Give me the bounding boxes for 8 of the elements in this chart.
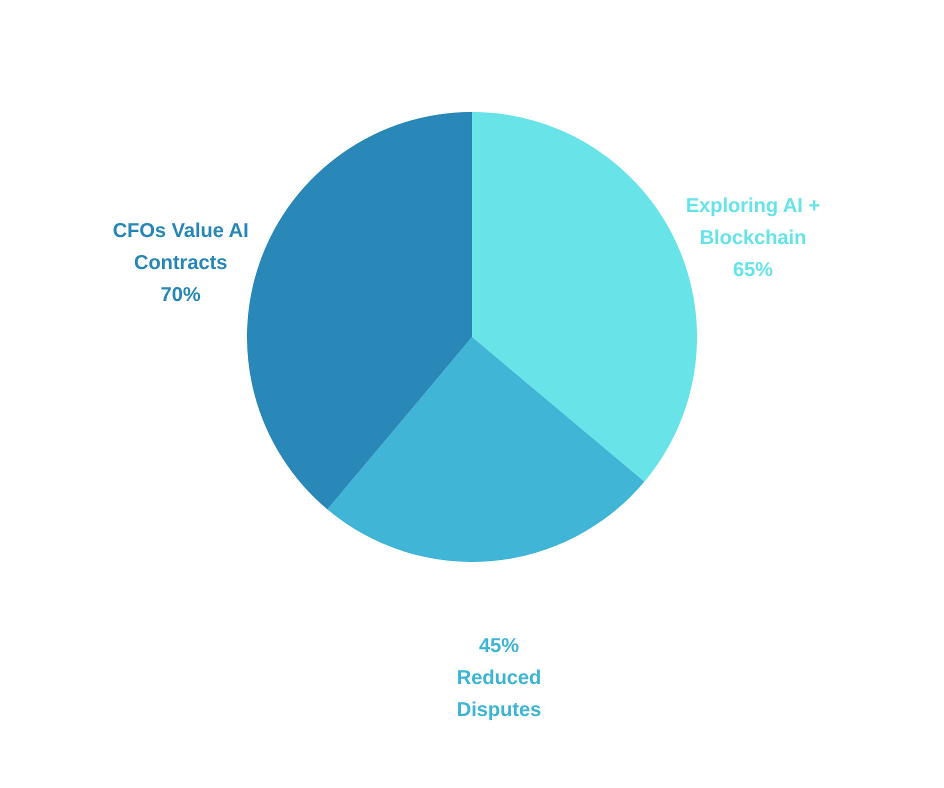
- slice-label: Reduced Disputes: [456, 666, 542, 721]
- data-label: 70%: [160, 284, 201, 306]
- data-label: 65%: [732, 258, 774, 281]
- pie-slice: [327, 337, 644, 562]
- slice-label: CFOs Value AI Contracts: [112, 220, 249, 274]
- pie-slice: [247, 112, 472, 510]
- data-label: 45%: [479, 634, 520, 657]
- slice-label: Exploring AI + Blockchain: [686, 194, 820, 249]
